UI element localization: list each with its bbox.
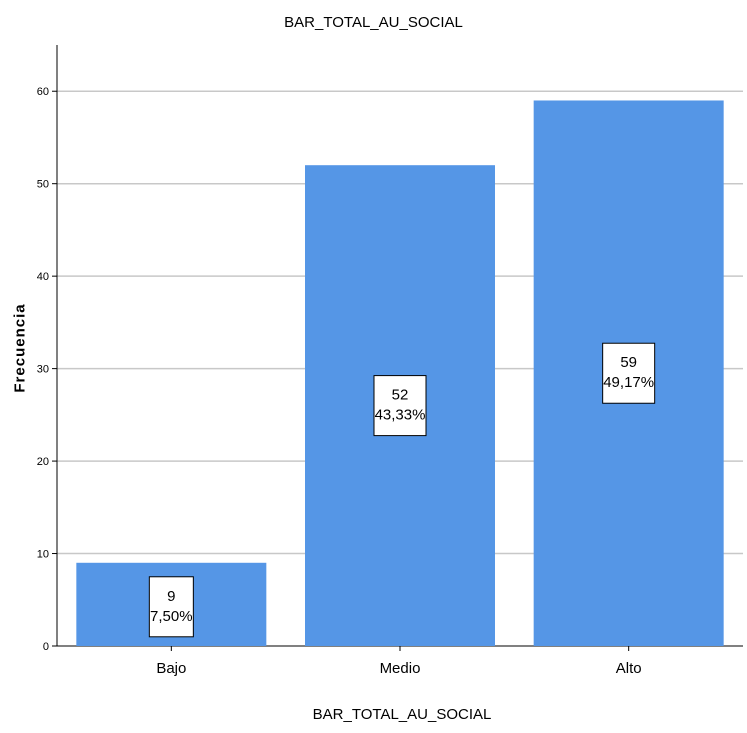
- data-label-value: 52: [392, 387, 409, 404]
- data-label-value: 9: [167, 588, 175, 605]
- y-tick-label: 20: [37, 456, 49, 468]
- y-tick-label: 40: [37, 271, 49, 283]
- y-tick-label: 10: [37, 549, 49, 561]
- x-axis-label: BAR_TOTAL_AU_SOCIAL: [312, 706, 492, 723]
- data-label-box: [373, 375, 427, 437]
- y-tick-label: 30: [37, 364, 49, 376]
- x-tick-label: Medio: [380, 660, 421, 677]
- x-tick-label: Alto: [616, 660, 642, 677]
- y-tick-label: 50: [37, 179, 49, 191]
- chart-title: BAR_TOTAL_AU_SOCIAL: [284, 14, 463, 31]
- y-tick-label: 60: [37, 86, 49, 98]
- data-label-value: 59: [620, 354, 637, 371]
- x-tick-label: Bajo: [156, 660, 186, 677]
- data-label-percent: 49,17%: [603, 374, 654, 391]
- data-label-percent: 43,33%: [375, 407, 426, 424]
- y-tick-label: 0: [43, 641, 49, 653]
- data-label-percent: 7,50%: [150, 608, 193, 625]
- data-label-box: [602, 342, 656, 404]
- data-label-box: [148, 576, 194, 638]
